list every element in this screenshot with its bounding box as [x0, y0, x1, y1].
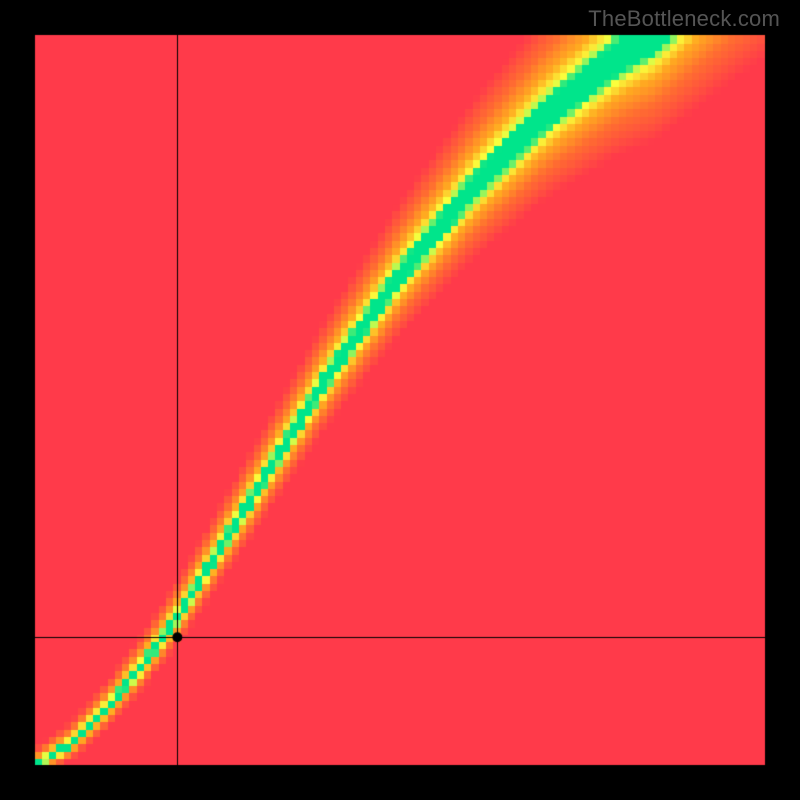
chart-container: TheBottleneck.com [0, 0, 800, 800]
bottleneck-heatmap [0, 0, 800, 800]
watermark-text: TheBottleneck.com [588, 6, 780, 32]
